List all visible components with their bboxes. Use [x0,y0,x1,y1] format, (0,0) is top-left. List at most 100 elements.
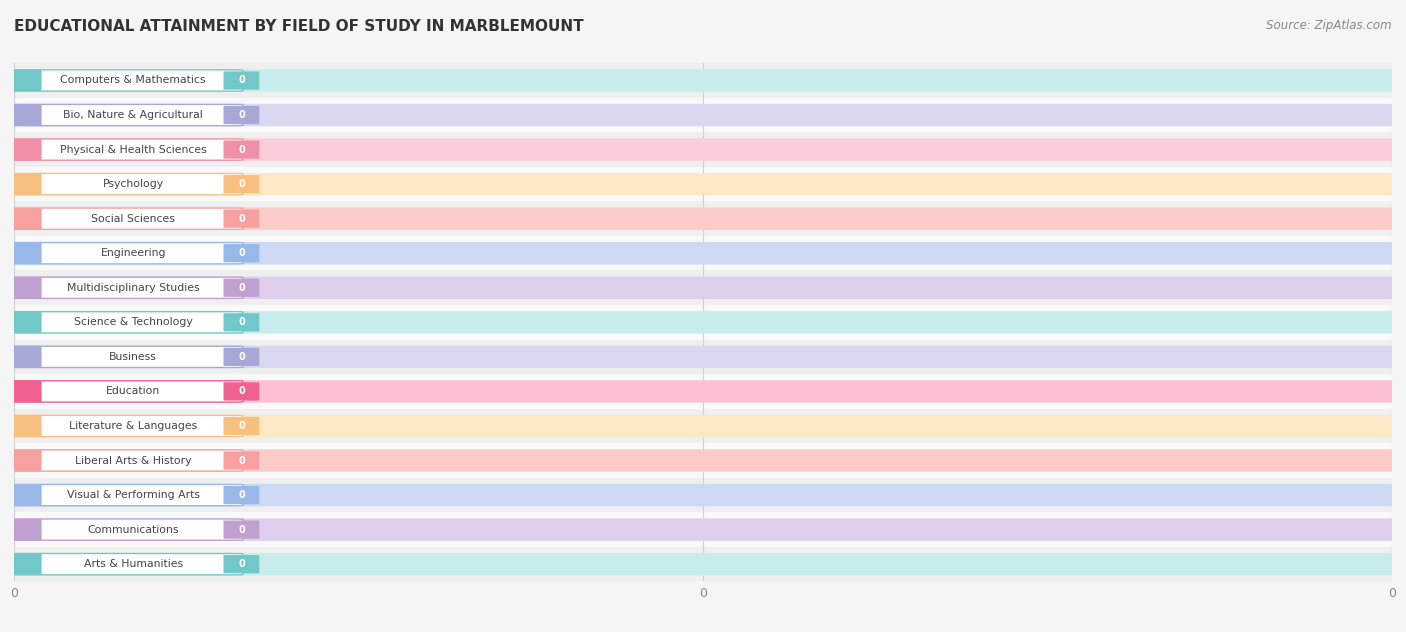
FancyBboxPatch shape [7,277,243,298]
FancyBboxPatch shape [7,519,243,540]
Text: EDUCATIONAL ATTAINMENT BY FIELD OF STUDY IN MARBLEMOUNT: EDUCATIONAL ATTAINMENT BY FIELD OF STUDY… [14,19,583,34]
Text: 0: 0 [238,145,245,155]
FancyBboxPatch shape [7,415,243,437]
Text: Education: Education [105,386,160,396]
Bar [14,478,1392,513]
Text: Multidisciplinary Studies: Multidisciplinary Studies [67,283,200,293]
FancyBboxPatch shape [11,346,42,367]
FancyBboxPatch shape [8,415,1398,437]
Text: 0: 0 [238,352,245,362]
FancyBboxPatch shape [11,415,42,437]
FancyBboxPatch shape [8,380,1398,403]
FancyBboxPatch shape [11,312,42,333]
FancyBboxPatch shape [8,553,1398,575]
Text: 0: 0 [238,386,245,396]
Bar [14,98,1392,132]
FancyBboxPatch shape [7,346,243,368]
FancyBboxPatch shape [224,106,259,124]
FancyBboxPatch shape [7,70,243,91]
Bar [14,443,1392,478]
FancyBboxPatch shape [7,139,243,161]
Bar [14,202,1392,236]
FancyBboxPatch shape [11,519,42,540]
Bar [14,374,1392,409]
FancyBboxPatch shape [8,70,1398,92]
Text: Communications: Communications [87,525,179,535]
Bar [14,339,1392,374]
FancyBboxPatch shape [7,484,243,506]
Text: 0: 0 [238,456,245,466]
Text: 0: 0 [238,490,245,500]
Text: 0: 0 [238,317,245,327]
FancyBboxPatch shape [224,417,259,435]
FancyBboxPatch shape [7,104,243,126]
FancyBboxPatch shape [11,174,42,195]
FancyBboxPatch shape [7,173,243,195]
FancyBboxPatch shape [11,139,42,160]
Text: 0: 0 [238,248,245,258]
FancyBboxPatch shape [7,450,243,471]
FancyBboxPatch shape [224,486,259,504]
Text: Science & Technology: Science & Technology [75,317,193,327]
FancyBboxPatch shape [8,173,1398,195]
Bar [14,513,1392,547]
FancyBboxPatch shape [224,382,259,401]
Text: Business: Business [110,352,157,362]
FancyBboxPatch shape [224,71,259,90]
FancyBboxPatch shape [8,207,1398,230]
FancyBboxPatch shape [224,244,259,262]
FancyBboxPatch shape [8,484,1398,506]
FancyBboxPatch shape [11,381,42,402]
Text: Visual & Performing Arts: Visual & Performing Arts [66,490,200,500]
Text: Physical & Health Sciences: Physical & Health Sciences [60,145,207,155]
Text: Social Sciences: Social Sciences [91,214,176,224]
FancyBboxPatch shape [11,243,42,264]
FancyBboxPatch shape [11,208,42,229]
FancyBboxPatch shape [8,104,1398,126]
FancyBboxPatch shape [11,277,42,298]
Text: 0: 0 [238,421,245,431]
Text: 0: 0 [238,559,245,569]
Bar [14,236,1392,270]
Text: Bio, Nature & Agricultural: Bio, Nature & Agricultural [63,110,202,120]
FancyBboxPatch shape [7,380,243,402]
Text: Arts & Humanities: Arts & Humanities [84,559,183,569]
FancyBboxPatch shape [8,518,1398,541]
Text: Liberal Arts & History: Liberal Arts & History [75,456,191,466]
FancyBboxPatch shape [8,311,1398,334]
FancyBboxPatch shape [8,242,1398,264]
Text: 0: 0 [238,110,245,120]
Bar [14,270,1392,305]
Bar [14,305,1392,339]
Text: Engineering: Engineering [100,248,166,258]
FancyBboxPatch shape [224,175,259,193]
FancyBboxPatch shape [11,485,42,506]
FancyBboxPatch shape [224,555,259,573]
Text: 0: 0 [238,179,245,189]
Text: Literature & Languages: Literature & Languages [69,421,197,431]
Text: Psychology: Psychology [103,179,165,189]
FancyBboxPatch shape [224,140,259,159]
FancyBboxPatch shape [8,138,1398,161]
FancyBboxPatch shape [8,346,1398,368]
Text: 0: 0 [238,525,245,535]
Bar [14,409,1392,443]
FancyBboxPatch shape [224,210,259,228]
Bar [14,63,1392,98]
Bar [14,547,1392,581]
FancyBboxPatch shape [11,104,42,126]
FancyBboxPatch shape [8,449,1398,471]
FancyBboxPatch shape [11,450,42,471]
Text: 0: 0 [238,283,245,293]
FancyBboxPatch shape [11,70,42,91]
Bar [14,132,1392,167]
Text: 0: 0 [238,75,245,85]
FancyBboxPatch shape [8,277,1398,299]
FancyBboxPatch shape [7,312,243,333]
FancyBboxPatch shape [224,279,259,297]
FancyBboxPatch shape [7,243,243,264]
FancyBboxPatch shape [224,451,259,470]
FancyBboxPatch shape [7,554,243,575]
Text: Source: ZipAtlas.com: Source: ZipAtlas.com [1267,19,1392,32]
Text: Computers & Mathematics: Computers & Mathematics [60,75,207,85]
